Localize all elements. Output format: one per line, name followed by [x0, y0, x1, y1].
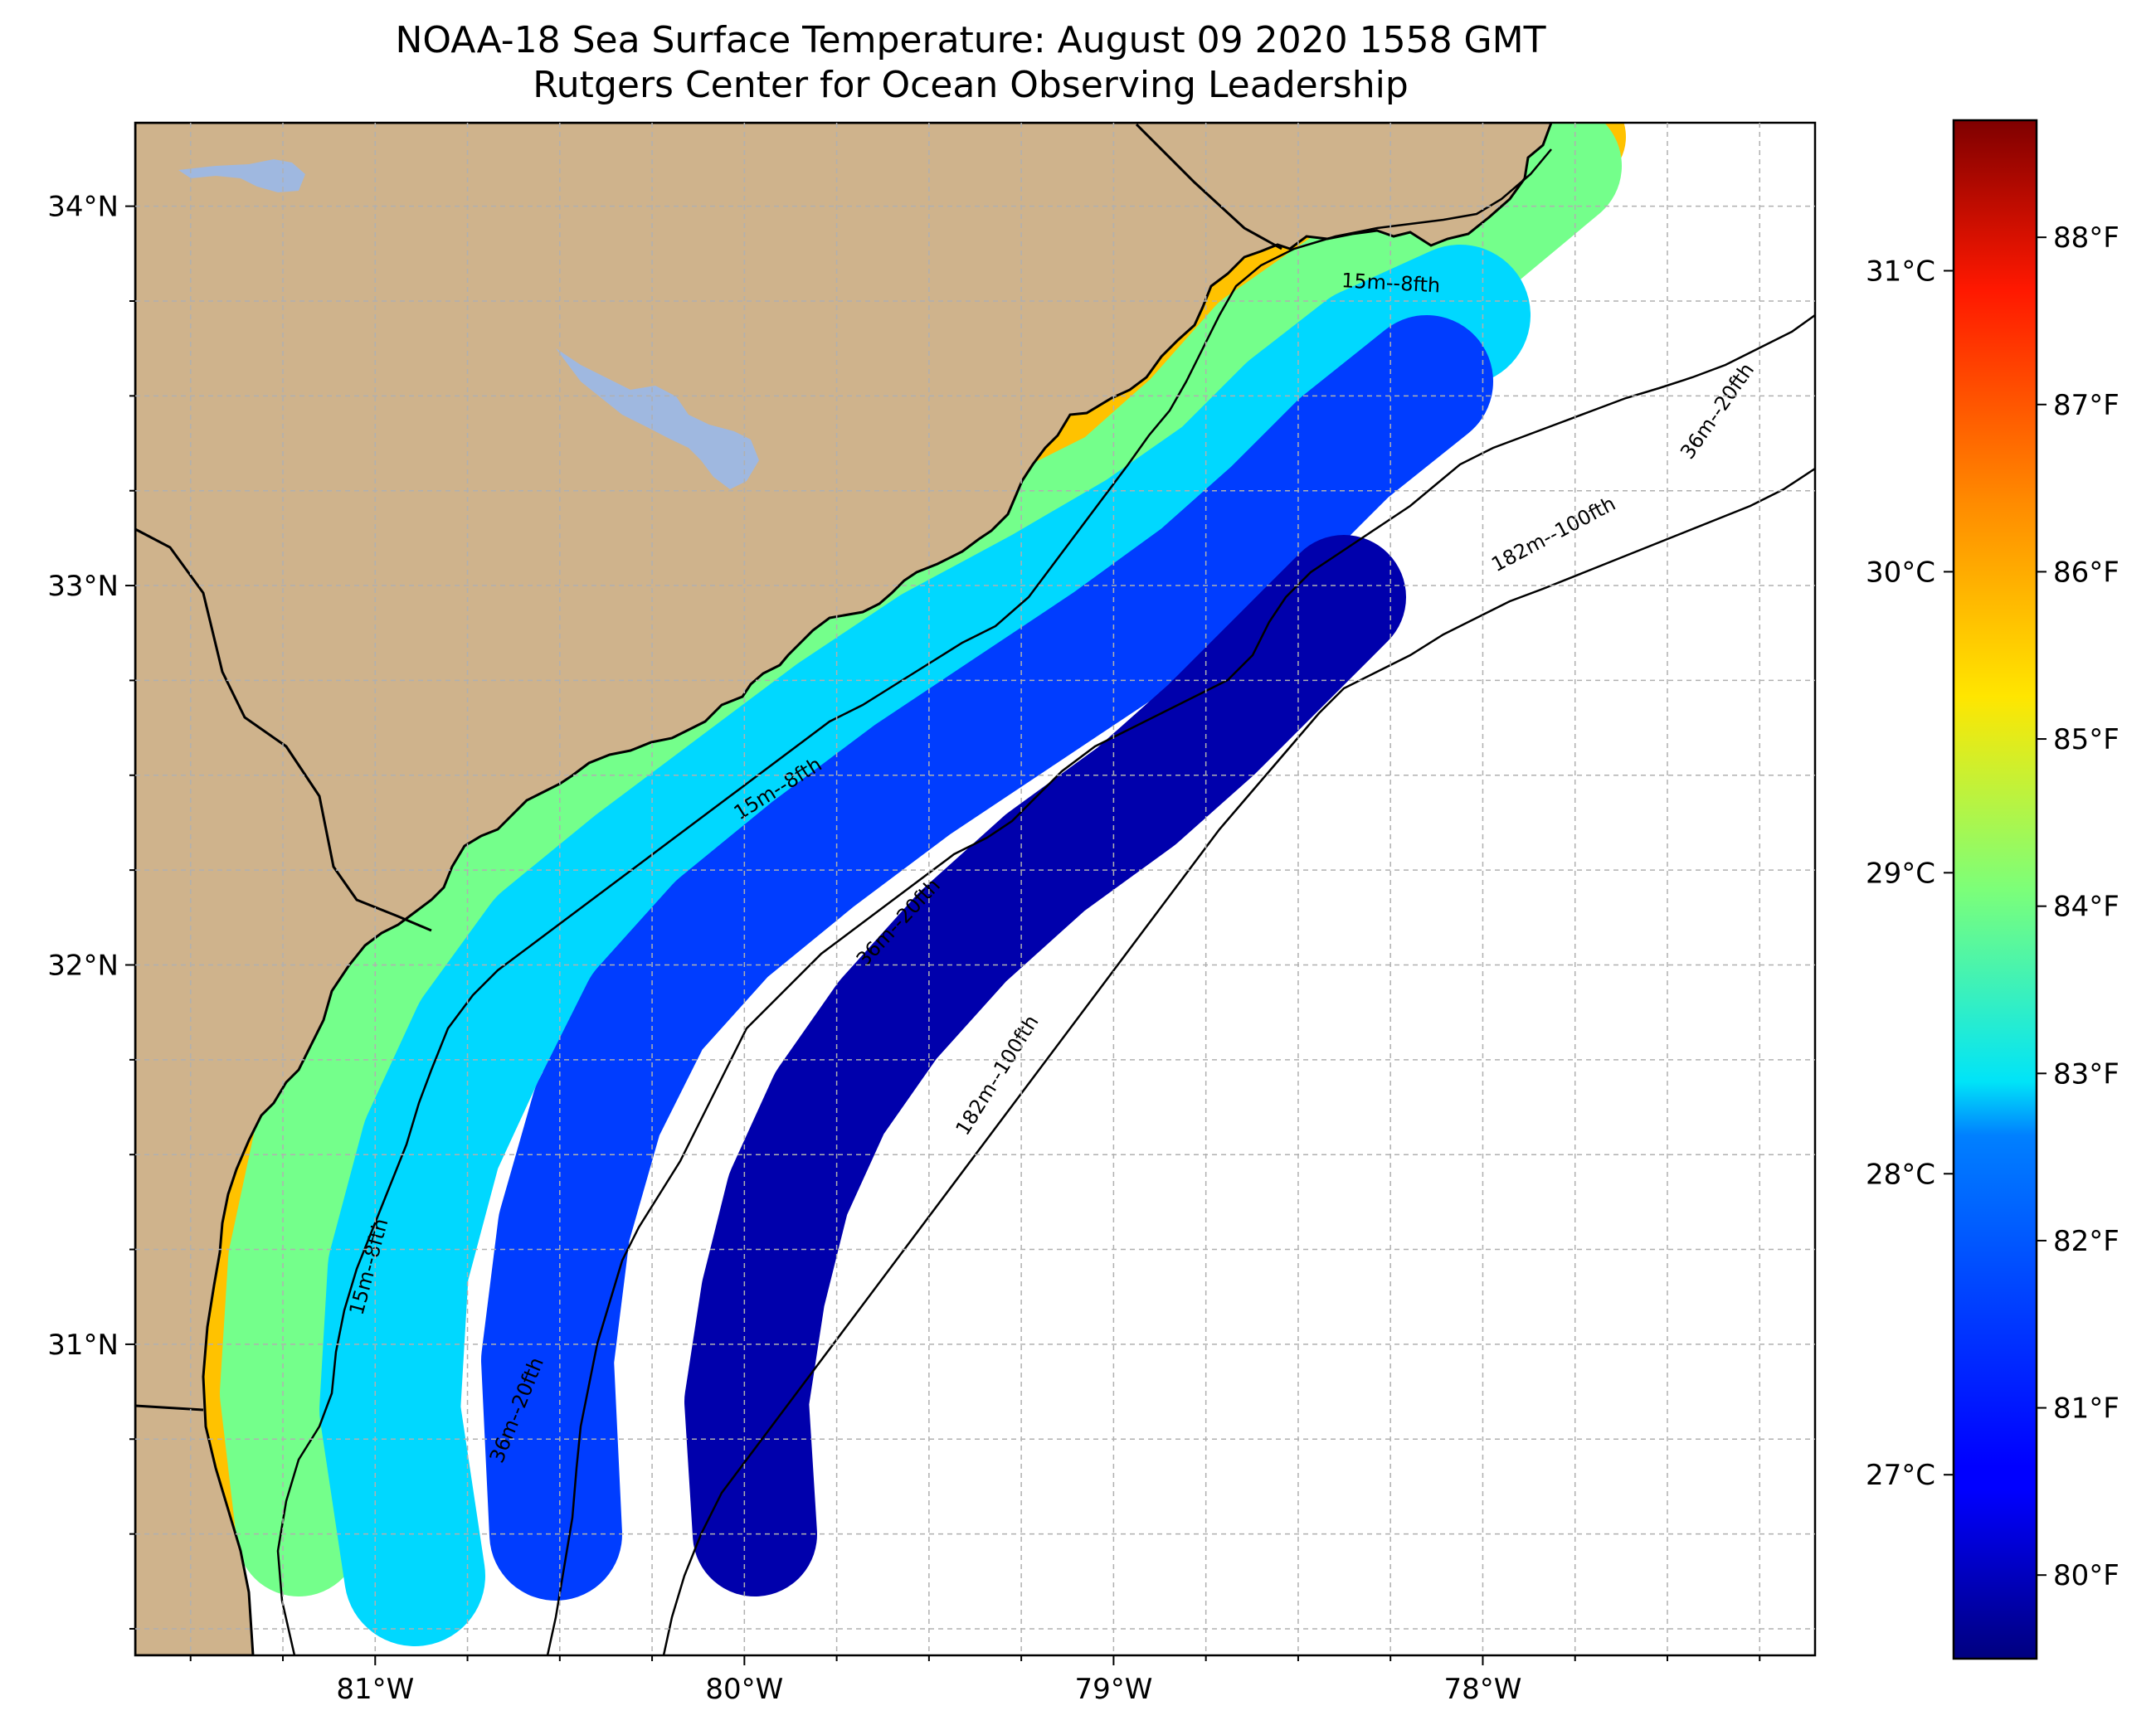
- sst-band-outer-shelf: [481, 315, 1493, 1601]
- title-line-2: Rutgers Center for Ocean Observing Leade…: [533, 64, 1409, 106]
- lon-tick-label: 81°W: [336, 1673, 414, 1706]
- colorbar-gradient: [1952, 119, 2038, 1660]
- lon-tick-label: 79°W: [1074, 1673, 1152, 1706]
- colorbar-f-tick-label: 88°F: [2053, 221, 2119, 255]
- colorbar-c-tick-label: 30°C: [1866, 556, 1935, 589]
- colorbar-celsius-ticks: 27°C 28°C 29°C 30°C 31°C: [1866, 255, 1954, 1492]
- longitude-axis: 81°W 80°W 79°W 78°W: [189, 1655, 1761, 1706]
- colorbar-c-tick-label: 31°C: [1866, 255, 1935, 288]
- colorbar-f-tick-label: 85°F: [2053, 723, 2119, 756]
- lat-tick-label: 34°N: [47, 191, 119, 224]
- colorbar-fahrenheit-ticks: 80°F 81°F 82°F 83°F 84°F 85°F 86°F 87°F 88°F: [2037, 221, 2119, 1592]
- colorbar-c-tick-label: 29°C: [1866, 857, 1935, 890]
- sst-band-shelf-break: [684, 535, 1406, 1596]
- gridlines: [135, 123, 1815, 1655]
- colorbar-f-tick-label: 82°F: [2053, 1225, 2119, 1258]
- lat-tick-label: 32°N: [47, 949, 119, 982]
- map-title: NOAA-18 Sea Surface Temperature: August …: [0, 18, 1941, 108]
- bathymetry-contours: [276, 148, 1815, 1655]
- colorbar-c-tick-label: 27°C: [1866, 1459, 1935, 1492]
- colorbar-f-tick-label: 81°F: [2053, 1392, 2119, 1426]
- lat-tick-label: 33°N: [47, 570, 119, 603]
- lakes: [178, 159, 759, 489]
- title-line-1: NOAA-18 Sea Surface Temperature: August …: [395, 19, 1546, 61]
- colorbar-f-tick-label: 84°F: [2053, 891, 2119, 924]
- colorbar-f-tick-label: 80°F: [2053, 1559, 2119, 1592]
- sst-band-inner-shelf: [220, 123, 1622, 1596]
- lat-tick-label: 31°N: [47, 1329, 119, 1362]
- colorbar-c-tick-label: 28°C: [1866, 1158, 1935, 1191]
- state-borders: [135, 123, 1282, 1412]
- colorbar-f-tick-label: 86°F: [2053, 556, 2119, 589]
- lon-tick-label: 80°W: [705, 1673, 783, 1706]
- map-frame: [134, 121, 1817, 1657]
- lon-tick-label: 78°W: [1444, 1673, 1522, 1706]
- colorbar-f-tick-label: 87°F: [2053, 389, 2119, 422]
- colorbar-f-tick-label: 83°F: [2053, 1057, 2119, 1091]
- land-area: [135, 123, 1553, 1655]
- latitude-axis: 31°N 32°N 33°N 34°N: [47, 191, 135, 1630]
